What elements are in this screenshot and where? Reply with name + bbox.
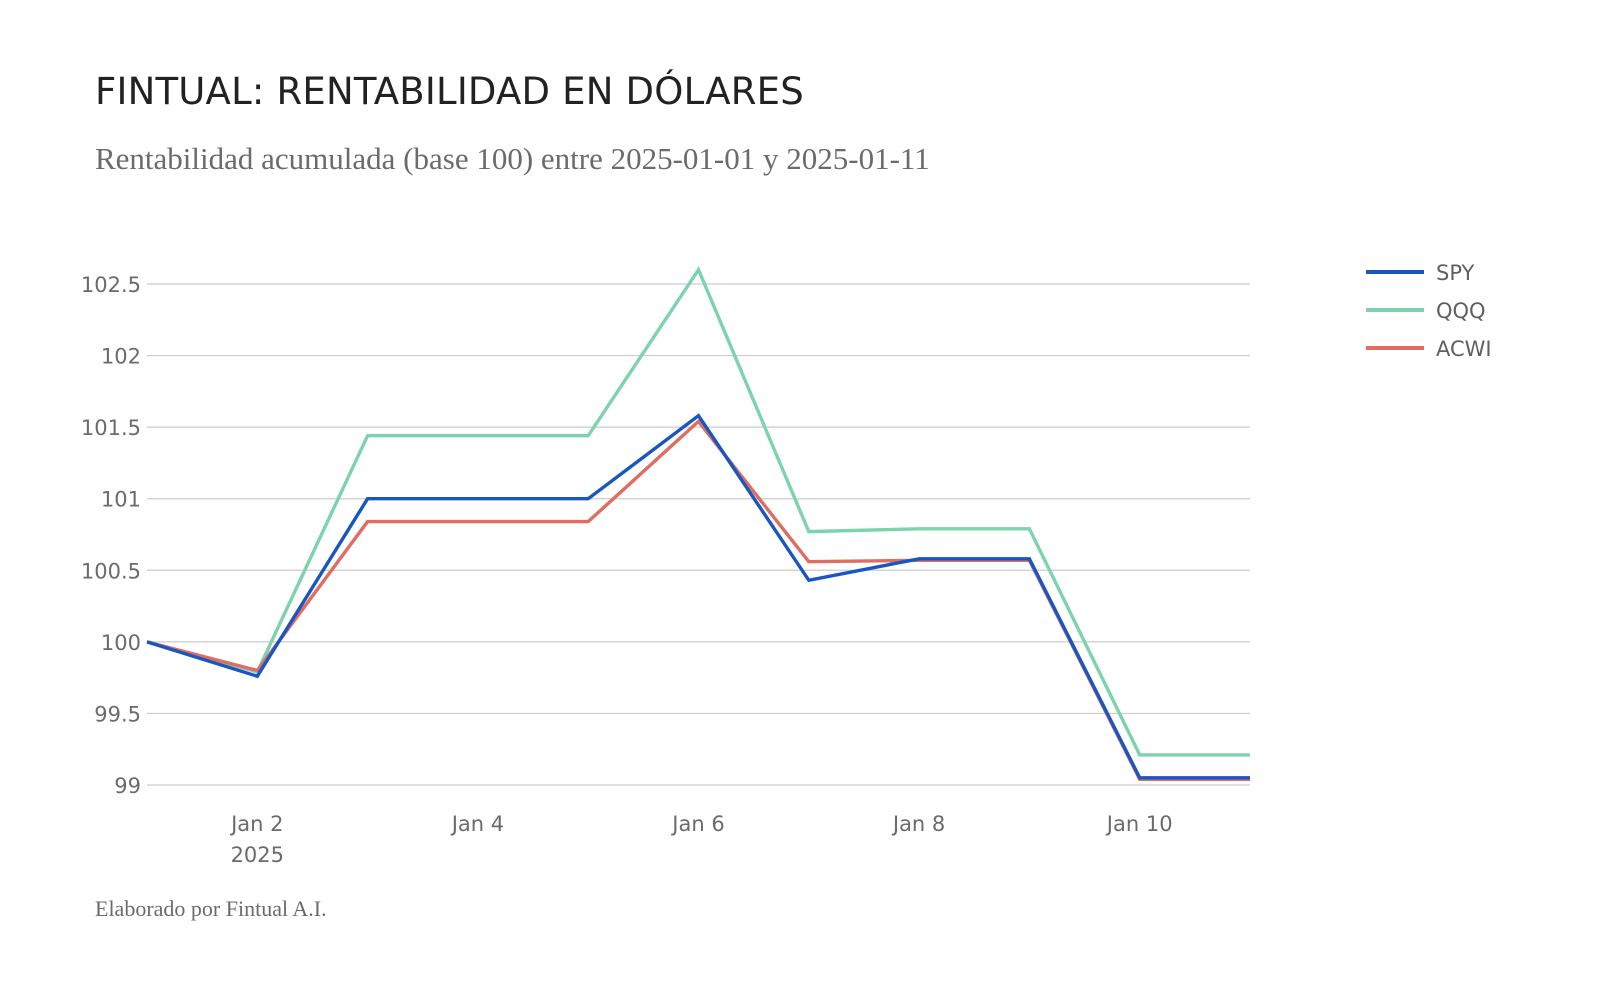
series-lines bbox=[146, 266, 1250, 781]
series-line-acwi bbox=[146, 418, 1250, 781]
legend-label-qqq: QQQ bbox=[1436, 299, 1486, 323]
x-axis: Jan 2 2025 Jan 4 Jan 6 Jan 8 Jan 10 bbox=[229, 812, 1173, 867]
y-tick-label: 99.5 bbox=[94, 702, 141, 726]
y-tick-label: 102.5 bbox=[81, 273, 141, 297]
chart-subtitle: Rentabilidad acumulada (base 100) entre … bbox=[95, 141, 930, 176]
y-axis: 99 99.5 100 100.5 101 101.5 102 102.5 bbox=[81, 273, 141, 798]
series-line-spy bbox=[146, 413, 1250, 780]
y-tick-label: 100 bbox=[101, 631, 141, 655]
grid-lines bbox=[147, 283, 1250, 786]
x-tick-label: Jan 6 bbox=[670, 812, 724, 836]
x-tick-year-label: 2025 bbox=[231, 843, 284, 867]
legend: SPY QQQ ACWI bbox=[1366, 261, 1492, 361]
series-line-qqq bbox=[146, 266, 1250, 757]
y-tick-label: 101 bbox=[101, 488, 141, 512]
footer-credit: Elaborado por Fintual A.I. bbox=[95, 896, 327, 921]
y-tick-label: 101.5 bbox=[81, 416, 141, 440]
y-tick-label: 102 bbox=[101, 345, 141, 369]
legend-label-acwi: ACWI bbox=[1436, 337, 1492, 361]
y-tick-label: 99 bbox=[114, 774, 141, 798]
x-tick-label: Jan 10 bbox=[1105, 812, 1173, 836]
chart-title: FINTUAL: RENTABILIDAD EN DÓLARES bbox=[95, 70, 804, 113]
legend-label-spy: SPY bbox=[1436, 261, 1475, 285]
y-tick-label: 100.5 bbox=[81, 559, 141, 583]
x-tick-label: Jan 2 bbox=[229, 812, 283, 836]
x-tick-label: Jan 4 bbox=[450, 812, 504, 836]
x-tick-label: Jan 8 bbox=[891, 812, 945, 836]
